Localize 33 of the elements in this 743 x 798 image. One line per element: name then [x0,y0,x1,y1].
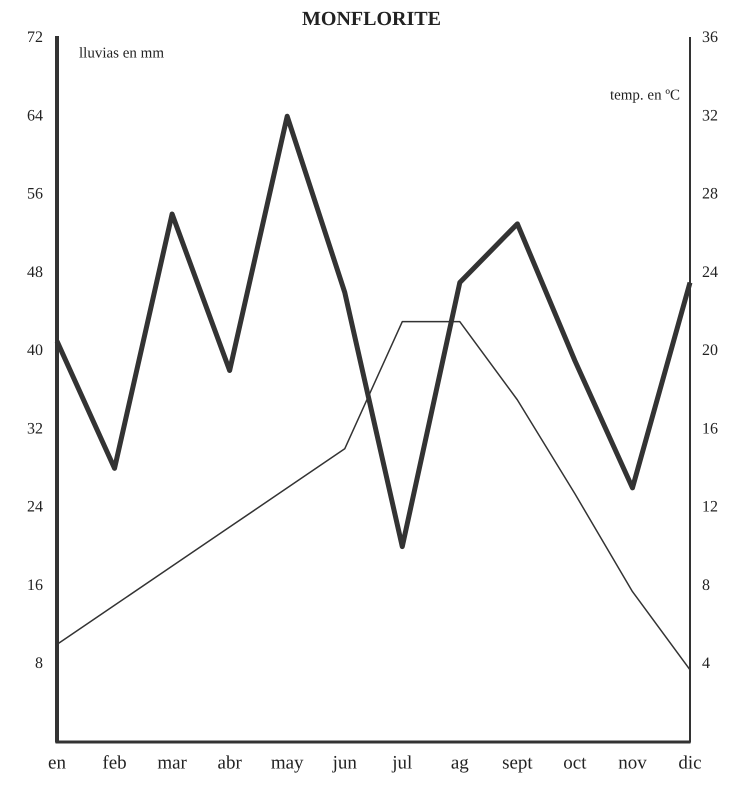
y2-axis-title: temp. en ºC [610,87,680,104]
x-tick-label: oct [563,752,588,774]
x-tick-label: jun [332,752,358,774]
y2-tick-label: 16 [702,420,718,438]
y-tick-label: 40 [27,342,43,360]
y-tick-label: 72 [27,29,43,46]
x-tick-label: abr [218,752,242,774]
y-tick-label: 64 [27,107,43,124]
x-tick-label: en [48,752,66,774]
y2-tick-label: 8 [702,576,710,594]
y2-tick-label: 20 [702,342,718,360]
y2-tick-label: 36 [702,29,718,46]
x-tick-label: may [270,752,304,774]
x-tick-label: nov [618,752,648,774]
x-tick-label: jul [391,752,412,774]
y-tick-label: 32 [27,420,43,438]
y-tick-label: 24 [27,498,43,516]
y-tick-label: 48 [27,264,43,281]
x-tick-label: sept [502,752,534,774]
y2-tick-label: 32 [702,107,718,124]
y2-tick-label: 12 [702,498,718,516]
y-tick-label: 56 [27,186,43,203]
x-tick-label: mar [157,752,188,774]
y-tick-label: 8 [35,655,43,672]
x-tick-label: dic [678,752,702,774]
y2-tick-label: 4 [702,655,710,672]
y2-tick-label: 24 [702,264,718,281]
x-tick-label: ag [450,752,470,774]
chart-title: MONFLORITE [302,8,441,30]
y2-tick-label: 28 [702,186,718,203]
y-tick-label: 16 [27,576,43,594]
y-axis-title: lluvias en mm [79,45,164,62]
x-tick-label: feb [102,752,127,774]
